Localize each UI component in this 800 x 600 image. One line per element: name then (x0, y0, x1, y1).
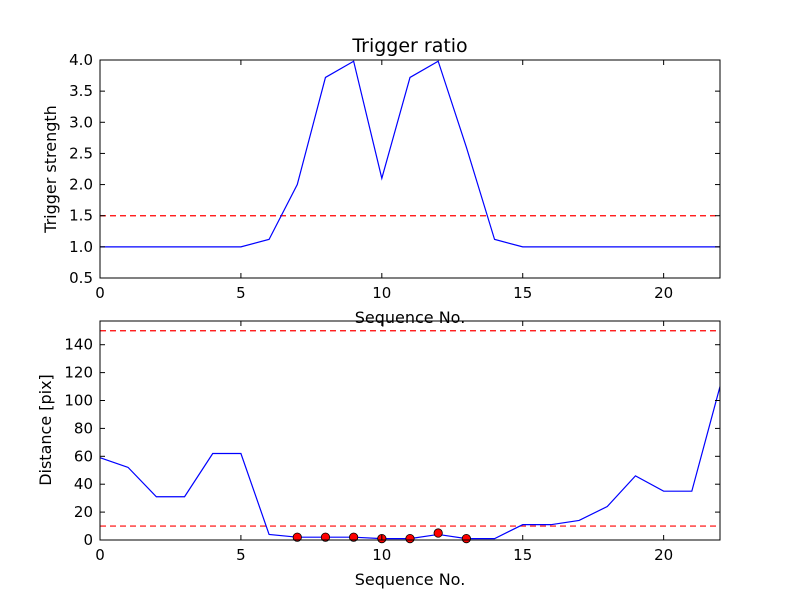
y-tick-label: 3.5 (69, 82, 93, 100)
data-point-marker (320, 532, 331, 542)
x-axis-label: Sequence No. (355, 570, 466, 589)
axes-frame (99, 59, 721, 279)
data-point-marker (433, 528, 443, 538)
y-axis-label: Distance [pix] (36, 374, 55, 486)
x-tick-label: 5 (236, 284, 246, 302)
y-tick-label: 1.0 (69, 238, 93, 256)
trigger-ratio-subplot: Trigger ratio Sequence No. Trigger stren… (41, 35, 721, 327)
x-tick-label: 20 (654, 546, 673, 564)
x-tick-label: 20 (654, 284, 673, 302)
y-tick-label: 1.5 (69, 207, 93, 225)
series-line (100, 60, 720, 248)
axes-frame (99, 320, 721, 541)
y-tick-label: 0.5 (69, 269, 93, 287)
y-tick-label: 120 (64, 364, 93, 382)
x-tick-label: 0 (95, 284, 105, 302)
data-point-marker (405, 534, 415, 544)
y-tick-label: 0 (83, 531, 93, 549)
y-tick-label: 20 (74, 503, 93, 521)
x-tick-label: 10 (372, 546, 391, 564)
y-tick-label: 100 (64, 392, 93, 410)
y-tick-label: 60 (74, 447, 93, 465)
x-axis-label: Sequence No. (355, 308, 466, 327)
x-tick-label: 0 (95, 546, 105, 564)
y-tick-label: 80 (74, 419, 93, 437)
distance-subplot: Sequence No. Distance [pix] 0 5 10 15 20 0 20 4… (36, 320, 721, 589)
y-tick-label: 3.0 (69, 113, 93, 131)
y-axis-label: Trigger strength (41, 105, 60, 234)
y-tick-label: 2.5 (69, 144, 93, 162)
y-tick-label: 4.0 (69, 51, 93, 69)
y-tick-label: 40 (74, 475, 93, 493)
data-point-marker (292, 532, 302, 542)
y-tick-label: 140 (64, 336, 93, 354)
x-tick-label: 10 (372, 284, 391, 302)
data-point-marker (349, 532, 359, 542)
data-point-marker (461, 534, 471, 544)
chart-title: Trigger ratio (351, 35, 467, 57)
x-tick-label: 5 (236, 546, 246, 564)
y-tick-label: 2.0 (69, 176, 93, 194)
x-tick-label: 15 (513, 546, 532, 564)
x-tick-label: 15 (513, 284, 532, 302)
